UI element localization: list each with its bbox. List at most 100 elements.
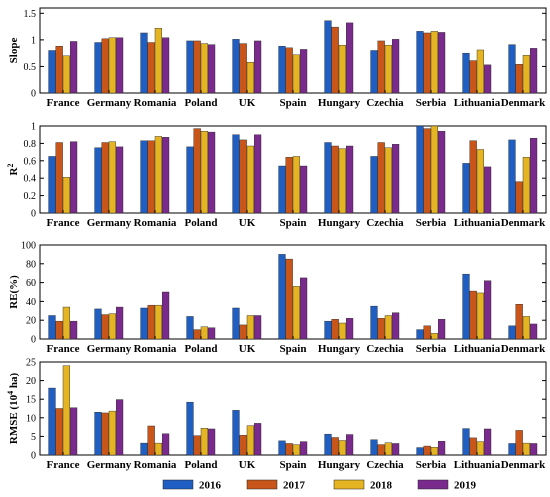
bar-romania-2017 xyxy=(147,42,155,94)
bar-romania-2017 xyxy=(147,304,155,340)
bar-france-2018 xyxy=(62,306,71,340)
bar-hungary-2019 xyxy=(346,434,354,456)
bar-poland-2018 xyxy=(200,43,209,94)
x-tick-label: Hungary xyxy=(318,343,361,355)
bar-romania-2017 xyxy=(147,425,155,456)
x-tick-label: Denmark xyxy=(501,459,546,471)
y-tick-label: 0.8 xyxy=(24,139,37,150)
legend-swatch-2016 xyxy=(162,479,194,490)
bar-hungary-2017 xyxy=(331,437,339,456)
panel-4: 0 5 10 15 20 25 RMSE (104 ha) France Germany Roma… xyxy=(6,358,547,471)
bar-germany-2016 xyxy=(94,308,102,340)
bar-hungary-2018 xyxy=(338,440,347,456)
bar-romania-2016 xyxy=(140,307,148,340)
y-tick-label: 1.5 xyxy=(24,9,37,20)
panel-1: 0 0.5 1 1.5 Slope France Germany Romania Poland U… xyxy=(8,7,547,109)
bar-lithuania-2018 xyxy=(476,149,485,214)
bar-denmark-2018 xyxy=(522,55,531,94)
bar-denmark-2017 xyxy=(515,430,523,456)
bar-france-2019 xyxy=(69,320,78,340)
bar-france-2016 xyxy=(48,156,56,214)
bar-lithuania-2016 xyxy=(462,163,470,214)
bar-czechia-2017 xyxy=(377,142,385,214)
bar-denmark-2016 xyxy=(508,443,516,456)
bar-france-2018 xyxy=(62,177,71,214)
y-tick-label: 20 xyxy=(26,316,36,327)
bar-denmark-2019 xyxy=(530,323,538,340)
bar-lithuania-2017 xyxy=(469,140,477,214)
bar-hungary-2019 xyxy=(346,145,354,214)
bar-serbia-2017 xyxy=(423,445,431,456)
bar-serbia-2019 xyxy=(438,319,446,340)
bar-spain-2019 xyxy=(300,165,308,214)
bar-spain-2019 xyxy=(300,277,308,340)
bar-poland-2018 xyxy=(200,326,209,340)
bar-czechia-2017 xyxy=(377,40,385,94)
bar-romania-2019 xyxy=(161,37,170,94)
x-tick-label: UK xyxy=(239,217,256,229)
bar-uk-2016 xyxy=(232,134,240,214)
bar-czechia-2019 xyxy=(392,443,400,456)
bar-czechia-2016 xyxy=(370,439,378,456)
y-axis-label: Slope xyxy=(8,38,20,64)
x-tick-label: Germany xyxy=(87,217,132,229)
bar-poland-2016 xyxy=(186,40,194,94)
x-tick-label: Serbia xyxy=(416,343,447,355)
bar-spain-2017 xyxy=(285,443,293,456)
bar-uk-2016 xyxy=(232,410,240,456)
x-tick-label: Spain xyxy=(280,217,307,229)
bar-hungary-2017 xyxy=(331,145,339,214)
x-tick-label: UK xyxy=(239,459,256,471)
bar-denmark-2016 xyxy=(508,139,516,214)
y-tick-label: 0 xyxy=(31,335,36,346)
bar-lithuania-2018 xyxy=(476,441,485,456)
bar-spain-2019 xyxy=(300,49,308,94)
bar-poland-2016 xyxy=(186,401,194,456)
bar-serbia-2018 xyxy=(430,333,439,340)
bar-romania-2018 xyxy=(154,27,163,94)
x-tick-label: Poland xyxy=(184,459,217,471)
bar-romania-2019 xyxy=(161,433,170,456)
x-tick-label: UK xyxy=(239,97,256,109)
bar-serbia-2018 xyxy=(430,125,439,214)
bar-lithuania-2016 xyxy=(462,273,470,340)
bar-uk-2016 xyxy=(232,307,240,340)
bar-denmark-2016 xyxy=(508,44,516,94)
bar-romania-2018 xyxy=(154,136,163,214)
bar-uk-2018 xyxy=(246,315,255,340)
x-tick-label: Spain xyxy=(280,343,307,355)
x-tick-label: Romania xyxy=(134,343,177,355)
bar-germany-2018 xyxy=(108,313,117,340)
bar-spain-2016 xyxy=(278,440,286,456)
bar-france-2017 xyxy=(55,408,63,456)
bar-spain-2018 xyxy=(292,286,301,340)
bar-poland-2018 xyxy=(200,428,209,456)
x-tick-label: Spain xyxy=(280,459,307,471)
bar-denmark-2018 xyxy=(522,442,531,456)
y-tick-label: 1 xyxy=(31,122,36,133)
y-tick-label: 0.6 xyxy=(24,156,37,167)
y-tick-label: 25 xyxy=(26,358,36,369)
bar-serbia-2019 xyxy=(438,131,446,214)
bar-poland-2018 xyxy=(200,131,209,214)
bar-serbia-2016 xyxy=(416,31,424,94)
bar-lithuania-2019 xyxy=(484,280,492,340)
bar-lithuania-2017 xyxy=(469,60,477,94)
bar-spain-2019 xyxy=(300,441,308,456)
bar-czechia-2016 xyxy=(370,156,378,214)
bar-serbia-2018 xyxy=(430,446,439,456)
bar-romania-2018 xyxy=(154,304,163,340)
y-tick-label: 0 xyxy=(31,209,36,220)
x-tick-label: Denmark xyxy=(501,97,546,109)
x-tick-label: Lithuania xyxy=(454,97,501,109)
bar-uk-2017 xyxy=(239,139,247,214)
bar-czechia-2018 xyxy=(384,147,393,214)
bar-france-2016 xyxy=(48,315,56,340)
bar-hungary-2019 xyxy=(346,318,354,340)
x-tick-label: Poland xyxy=(184,343,217,355)
x-tick-label: Germany xyxy=(87,459,132,471)
bar-denmark-2018 xyxy=(522,157,531,214)
bar-hungary-2017 xyxy=(331,26,339,94)
bar-germany-2018 xyxy=(108,410,117,456)
bar-uk-2017 xyxy=(239,435,247,456)
